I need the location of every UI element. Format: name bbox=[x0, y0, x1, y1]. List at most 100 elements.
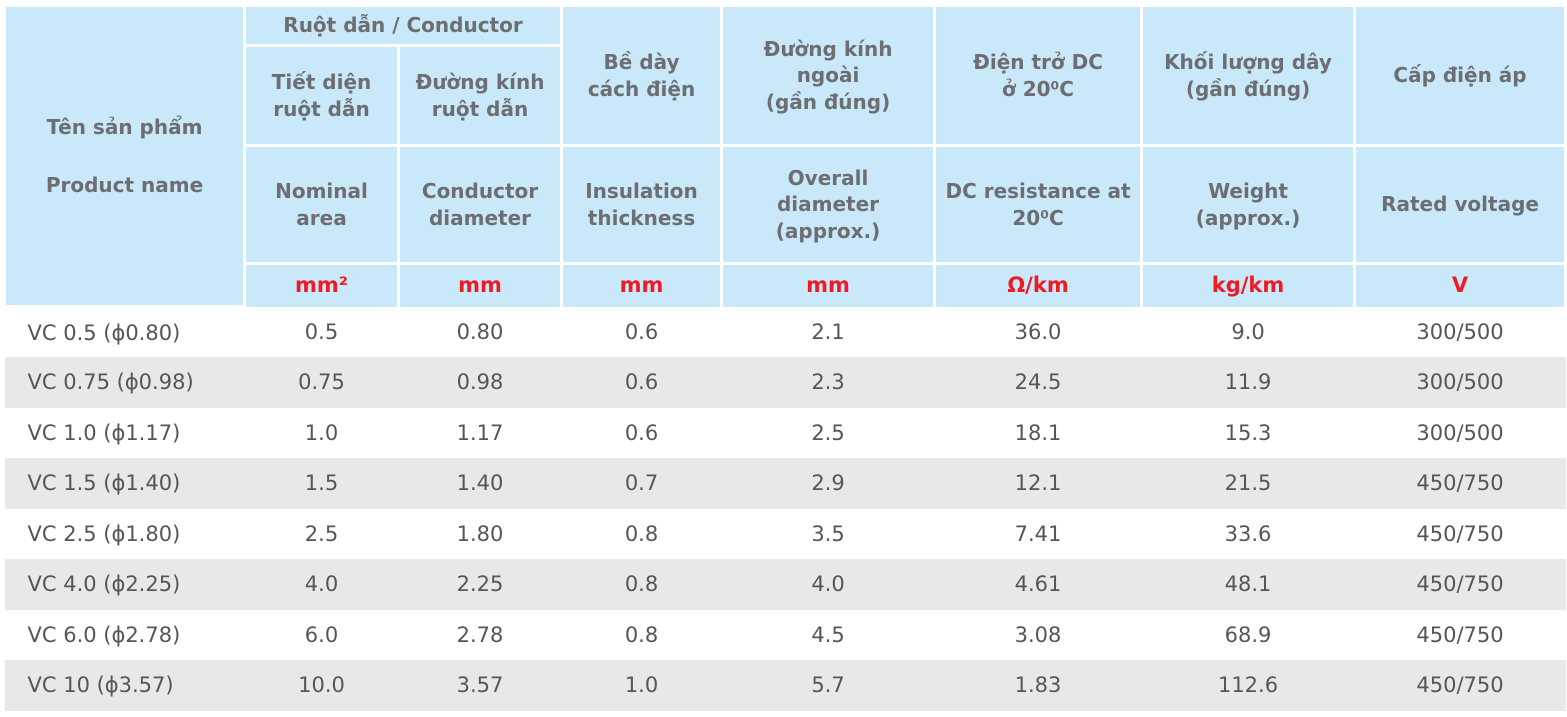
header-rated-voltage-vi: Cấp điện áp bbox=[1353, 4, 1567, 147]
cell-insulation-thickness: 0.8 bbox=[624, 572, 659, 597]
cell-nominal-area: 1.0 bbox=[304, 420, 339, 445]
cell-dc-resistance: 1.83 bbox=[1014, 673, 1062, 698]
cell-conductor-diameter: 3.57 bbox=[456, 673, 504, 698]
cell-nominal-area: 1.5 bbox=[304, 471, 339, 496]
product-name-cell: VC 1.0 (ϕ1.17) bbox=[27, 420, 181, 445]
cell-nominal-area: 2.5 bbox=[304, 521, 339, 546]
cell-conductor-diameter: 0.80 bbox=[456, 319, 504, 344]
cell-rated-voltage: 450/750 bbox=[1416, 622, 1504, 647]
cell-weight: 48.1 bbox=[1224, 572, 1272, 597]
cell-nominal-area: 10.0 bbox=[298, 673, 345, 698]
cell-conductor-diameter: 2.25 bbox=[456, 572, 504, 597]
cell-conductor-diameter: 1.40 bbox=[456, 471, 504, 496]
unit-rated-voltage: V bbox=[1353, 262, 1567, 307]
cell-dc-resistance: 4.61 bbox=[1014, 572, 1062, 597]
cell-rated-voltage: 300/500 bbox=[1416, 370, 1504, 395]
cell-nominal-area: 6.0 bbox=[304, 622, 339, 647]
header-product-name: Tên sản phẩm Product name bbox=[3, 4, 246, 308]
cable-specification-table: Tên sản phẩm Product name Ruột dẫn / Con… bbox=[3, 4, 1567, 711]
header-conductor-diameter-en: Conductor diameter bbox=[396, 144, 564, 265]
cell-insulation-thickness: 0.8 bbox=[624, 521, 659, 546]
cell-rated-voltage: 450/750 bbox=[1416, 673, 1504, 698]
header-rated-voltage-en: Rated voltage bbox=[1353, 144, 1567, 265]
product-name-cell: VC 1.5 (ϕ1.40) bbox=[27, 471, 181, 496]
cell-dc-resistance: 36.0 bbox=[1014, 319, 1062, 344]
cell-weight: 15.3 bbox=[1224, 420, 1272, 445]
cell-nominal-area: 0.75 bbox=[298, 370, 345, 395]
cell-insulation-thickness: 0.7 bbox=[624, 471, 659, 496]
header-dc-resistance-en: DC resistance at 20⁰C bbox=[933, 144, 1144, 265]
cell-insulation-thickness: 0.6 bbox=[624, 420, 659, 445]
header-insulation-thickness-en: Insulation thickness bbox=[560, 144, 724, 265]
cell-weight: 21.5 bbox=[1224, 471, 1272, 496]
table-row: VC 6.0 (ϕ2.78) 6.0 2.78 0.8 4.5 3.08 68.… bbox=[4, 609, 1566, 660]
cell-dc-resistance: 3.08 bbox=[1014, 622, 1062, 647]
header-nominal-area-vi: Tiết diện ruột dẫn bbox=[243, 44, 400, 147]
product-name-cell: VC 0.5 (ϕ0.80) bbox=[27, 320, 181, 345]
header-insulation-thickness-vi: Bề dày cách điện bbox=[560, 4, 724, 147]
cell-overall-diameter: 2.9 bbox=[811, 471, 845, 496]
cell-rated-voltage: 300/500 bbox=[1416, 420, 1504, 445]
table-row: VC 4.0 (ϕ2.25) 4.0 2.25 0.8 4.0 4.61 48.… bbox=[4, 559, 1566, 610]
cell-dc-resistance: 12.1 bbox=[1014, 471, 1062, 496]
cell-nominal-area: 0.5 bbox=[304, 319, 339, 344]
header-row-units: mm² mm mm mm Ω/km kg/km V bbox=[5, 262, 1567, 307]
cell-rated-voltage: 450/750 bbox=[1416, 471, 1504, 496]
header-row-english: Nominal area Conductor diameter Insulati… bbox=[5, 144, 1567, 265]
product-name-cell: VC 0.75 (ϕ0.98) bbox=[27, 370, 194, 395]
header-weight-en: Weight (approx.) bbox=[1140, 144, 1357, 265]
table-row: VC 10 (ϕ3.57) 10.0 3.57 1.0 5.7 1.83 112… bbox=[4, 660, 1566, 711]
unit-overall-diameter: mm bbox=[720, 262, 937, 307]
table-row: VC 1.0 (ϕ1.17) 1.0 1.17 0.6 2.5 18.1 15.… bbox=[4, 407, 1566, 458]
product-name-cell: VC 4.0 (ϕ2.25) bbox=[27, 572, 181, 597]
header-product-name-en: Product name bbox=[45, 172, 204, 197]
cell-insulation-thickness: 0.6 bbox=[624, 370, 659, 395]
product-name-cell: VC 6.0 (ϕ2.78) bbox=[27, 622, 181, 647]
header-weight-vi: Khối lượng dây (gần đúng) bbox=[1140, 4, 1357, 147]
header-row-group: Tên sản phẩm Product name Ruột dẫn / Con… bbox=[3, 4, 1567, 308]
cell-overall-diameter: 3.5 bbox=[811, 521, 845, 546]
cell-dc-resistance: 24.5 bbox=[1014, 370, 1062, 395]
header-conductor-group: Ruột dẫn / Conductor bbox=[242, 4, 564, 47]
cell-conductor-diameter: 2.78 bbox=[456, 622, 504, 647]
cell-overall-diameter: 5.7 bbox=[811, 673, 845, 698]
cell-conductor-diameter: 0.98 bbox=[456, 370, 504, 395]
table-row: VC 1.5 (ϕ1.40) 1.5 1.40 0.7 2.9 12.1 21.… bbox=[4, 458, 1566, 509]
unit-dc-resistance: Ω/km bbox=[933, 262, 1144, 307]
cell-rated-voltage: 450/750 bbox=[1416, 521, 1504, 546]
cell-dc-resistance: 18.1 bbox=[1014, 420, 1062, 445]
header-overall-diameter-vi: Đường kính ngoài (gần đúng) bbox=[720, 4, 937, 147]
cell-weight: 112.6 bbox=[1217, 673, 1279, 698]
cell-insulation-thickness: 1.0 bbox=[624, 673, 659, 698]
header-row-vietnamese: Tiết diện ruột dẫn Đường kính ruột dẫn bbox=[5, 44, 1566, 147]
cell-overall-diameter: 2.3 bbox=[811, 370, 845, 395]
unit-insulation-thickness: mm bbox=[560, 262, 724, 307]
unit-conductor-diameter: mm bbox=[396, 262, 564, 307]
cell-conductor-diameter: 1.80 bbox=[456, 521, 504, 546]
cell-weight: 33.6 bbox=[1224, 521, 1272, 546]
cell-insulation-thickness: 0.6 bbox=[624, 319, 659, 344]
cell-insulation-thickness: 0.8 bbox=[624, 622, 659, 647]
table-row: VC 0.75 (ϕ0.98) 0.75 0.98 0.6 2.3 24.5 1… bbox=[4, 357, 1566, 408]
cell-rated-voltage: 450/750 bbox=[1416, 572, 1504, 597]
header-nominal-area-en: Nominal area bbox=[243, 144, 400, 265]
cell-nominal-area: 4.0 bbox=[304, 572, 339, 597]
cell-weight: 11.9 bbox=[1224, 370, 1272, 395]
unit-weight: kg/km bbox=[1140, 262, 1357, 307]
cell-overall-diameter: 2.5 bbox=[811, 420, 845, 445]
product-name-cell: VC 2.5 (ϕ1.80) bbox=[27, 521, 181, 546]
cell-weight: 9.0 bbox=[1231, 319, 1265, 344]
cell-overall-diameter: 4.0 bbox=[811, 572, 845, 597]
header-product-name-vi: Tên sản phẩm bbox=[46, 115, 203, 140]
header-dc-resistance-vi: Điện trở DC ở 20⁰C bbox=[933, 4, 1144, 147]
table-row: VC 2.5 (ϕ1.80) 2.5 1.80 0.8 3.5 7.41 33.… bbox=[4, 508, 1566, 559]
cell-overall-diameter: 4.5 bbox=[811, 622, 845, 647]
cell-dc-resistance: 7.41 bbox=[1014, 521, 1062, 546]
unit-nominal-area: mm² bbox=[243, 262, 400, 307]
product-name-cell: VC 10 (ϕ3.57) bbox=[27, 673, 174, 698]
cell-conductor-diameter: 1.17 bbox=[456, 420, 504, 445]
header-overall-diameter-en: Overall diameter (approx.) bbox=[720, 144, 937, 265]
header-conductor-diameter-vi: Đường kính ruột dẫn bbox=[396, 44, 564, 147]
cell-rated-voltage: 300/500 bbox=[1416, 319, 1504, 344]
